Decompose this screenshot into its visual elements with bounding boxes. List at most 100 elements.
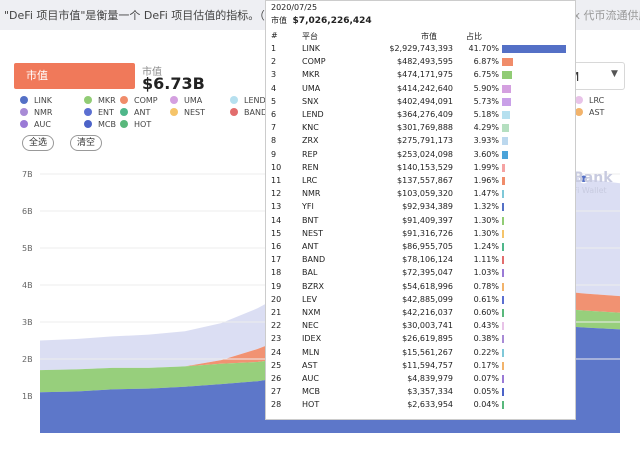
row-market-cap: $91,409,397: [402, 215, 453, 225]
tooltip-row: 9 REP $253,024,098 3.60%: [266, 149, 577, 161]
row-market-cap: $2,929,743,393: [389, 44, 453, 53]
row-share: 6.87%: [473, 57, 499, 67]
legend-dot-icon: [20, 96, 28, 104]
row-share: 1.32%: [473, 202, 499, 212]
row-market-cap: $137,557,867: [397, 176, 453, 185]
row-rank: 7: [271, 123, 277, 133]
share-bar: [502, 163, 506, 172]
row-platform: UMA: [302, 83, 321, 93]
row-rank: 25: [271, 360, 282, 370]
tooltip-row: 13 YFI $92,934,389 1.32%: [266, 201, 577, 213]
tooltip-row: 6 LEND $364,276,409 5.18%: [266, 109, 577, 121]
legend-item-hot[interactable]: HOT: [120, 120, 151, 129]
legend-item-comp[interactable]: COMP: [120, 96, 158, 105]
legend-item-ast[interactable]: AST: [575, 108, 604, 117]
row-platform: HOT: [302, 400, 320, 410]
legend-dot-icon: [170, 96, 178, 104]
legend-item-band[interactable]: BAND: [230, 108, 267, 117]
y-tick-label: 2B: [22, 355, 33, 364]
tooltip-row: 1 LINK $2,929,743,393 41.70%: [266, 43, 577, 55]
row-share: 1.11%: [473, 255, 499, 265]
row-market-cap: $11,594,757: [402, 360, 453, 370]
tooltip-row: 21 NXM $42,216,037 0.60%: [266, 307, 577, 319]
legend-item-ent[interactable]: ENT: [84, 108, 114, 117]
row-market-cap: $3,357,334: [407, 387, 453, 397]
row-platform: BAND: [302, 255, 326, 265]
watermark-sub: DeFi Wallet: [562, 186, 607, 195]
tooltip-row: 5 SNX $402,494,091 5.73%: [266, 96, 577, 108]
share-bar: [502, 282, 504, 291]
tooltip-date: 2020/07/25: [271, 3, 318, 12]
row-rank: 19: [271, 281, 282, 291]
row-share: 5.18%: [473, 110, 499, 119]
row-rank: 8: [271, 136, 277, 146]
legend-item-mcb[interactable]: MCB: [84, 120, 116, 129]
share-bar: [502, 401, 504, 410]
legend-item-nmr[interactable]: NMR: [20, 108, 52, 117]
legend-item-ant[interactable]: ANT: [120, 108, 150, 117]
row-platform: ZRX: [302, 136, 319, 146]
clear-button[interactable]: 清空: [70, 135, 103, 151]
legend-item-mkr[interactable]: MKR: [84, 96, 116, 105]
legend-label: UMA: [184, 96, 203, 105]
row-rank: 20: [271, 294, 282, 304]
legend-dot-icon: [20, 120, 28, 128]
share-bar: [502, 243, 504, 251]
row-share: 3.93%: [473, 136, 499, 146]
legend-label: NEST: [184, 108, 206, 117]
legend-label: MCB: [98, 120, 116, 129]
share-bar: [502, 256, 504, 265]
share-bar: [502, 203, 505, 212]
row-platform: ANT: [302, 242, 319, 251]
tooltip-row: 8 ZRX $275,791,173 3.93%: [266, 135, 577, 147]
row-platform: KNC: [302, 123, 319, 133]
share-bar: [502, 322, 504, 331]
tooltip-row: 27 MCB $3,357,334 0.05%: [266, 386, 577, 398]
tooltip-row: 26 AUC $4,839,979 0.07%: [266, 373, 577, 385]
row-platform: YFI: [302, 202, 314, 212]
legend-item-lend[interactable]: LEND: [230, 96, 266, 105]
row-platform: BAL: [302, 268, 318, 278]
market-cap-tab[interactable]: 市值: [14, 63, 135, 89]
row-market-cap: $414,242,640: [397, 83, 453, 93]
row-rank: 10: [271, 162, 282, 172]
row-market-cap: $2,633,954: [407, 400, 453, 410]
row-rank: 9: [271, 149, 277, 159]
row-share: 1.30%: [473, 228, 499, 238]
legend-label: AUC: [34, 120, 51, 129]
tooltip-market-cap: 市值 $7,026,226,424: [271, 15, 372, 26]
legend-dot-icon: [120, 108, 128, 116]
row-platform: LRC: [302, 176, 318, 185]
row-share: 5.73%: [473, 96, 499, 106]
share-bar: [502, 71, 513, 80]
row-market-cap: $78,106,124: [402, 255, 453, 265]
row-rank: 23: [271, 334, 282, 344]
row-share: 1.47%: [473, 189, 499, 199]
row-share: 0.22%: [473, 347, 499, 357]
share-bar: [502, 58, 513, 67]
share-bar: [502, 309, 504, 317]
share-bar: [502, 150, 508, 159]
legend-item-auc[interactable]: AUC: [20, 120, 51, 129]
share-bar: [502, 97, 511, 106]
tooltip-row: 18 BAL $72,395,047 1.03%: [266, 267, 577, 279]
row-share: 1.99%: [473, 162, 499, 172]
row-platform: IDEX: [302, 334, 322, 344]
share-bar: [502, 177, 505, 185]
share-bar: [502, 269, 504, 278]
y-tick-label: 3B: [22, 318, 33, 327]
header-platform: 平台: [302, 32, 318, 41]
share-bar: [502, 124, 509, 133]
legend-item-nest[interactable]: NEST: [170, 108, 205, 117]
select-all-button[interactable]: 全选: [22, 135, 55, 151]
tooltip-row: 14 BNT $91,409,397 1.30%: [266, 215, 577, 227]
row-share: 0.43%: [473, 321, 499, 331]
row-platform: BNT: [302, 215, 319, 225]
legend-item-lrc[interactable]: LRC: [575, 96, 604, 105]
legend-item-link[interactable]: LINK: [20, 96, 52, 105]
row-rank: 3: [271, 70, 277, 80]
legend-item-uma[interactable]: UMA: [170, 96, 202, 105]
share-bar: [502, 190, 505, 199]
legend-label: COMP: [134, 96, 158, 105]
row-rank: 2: [271, 57, 277, 67]
